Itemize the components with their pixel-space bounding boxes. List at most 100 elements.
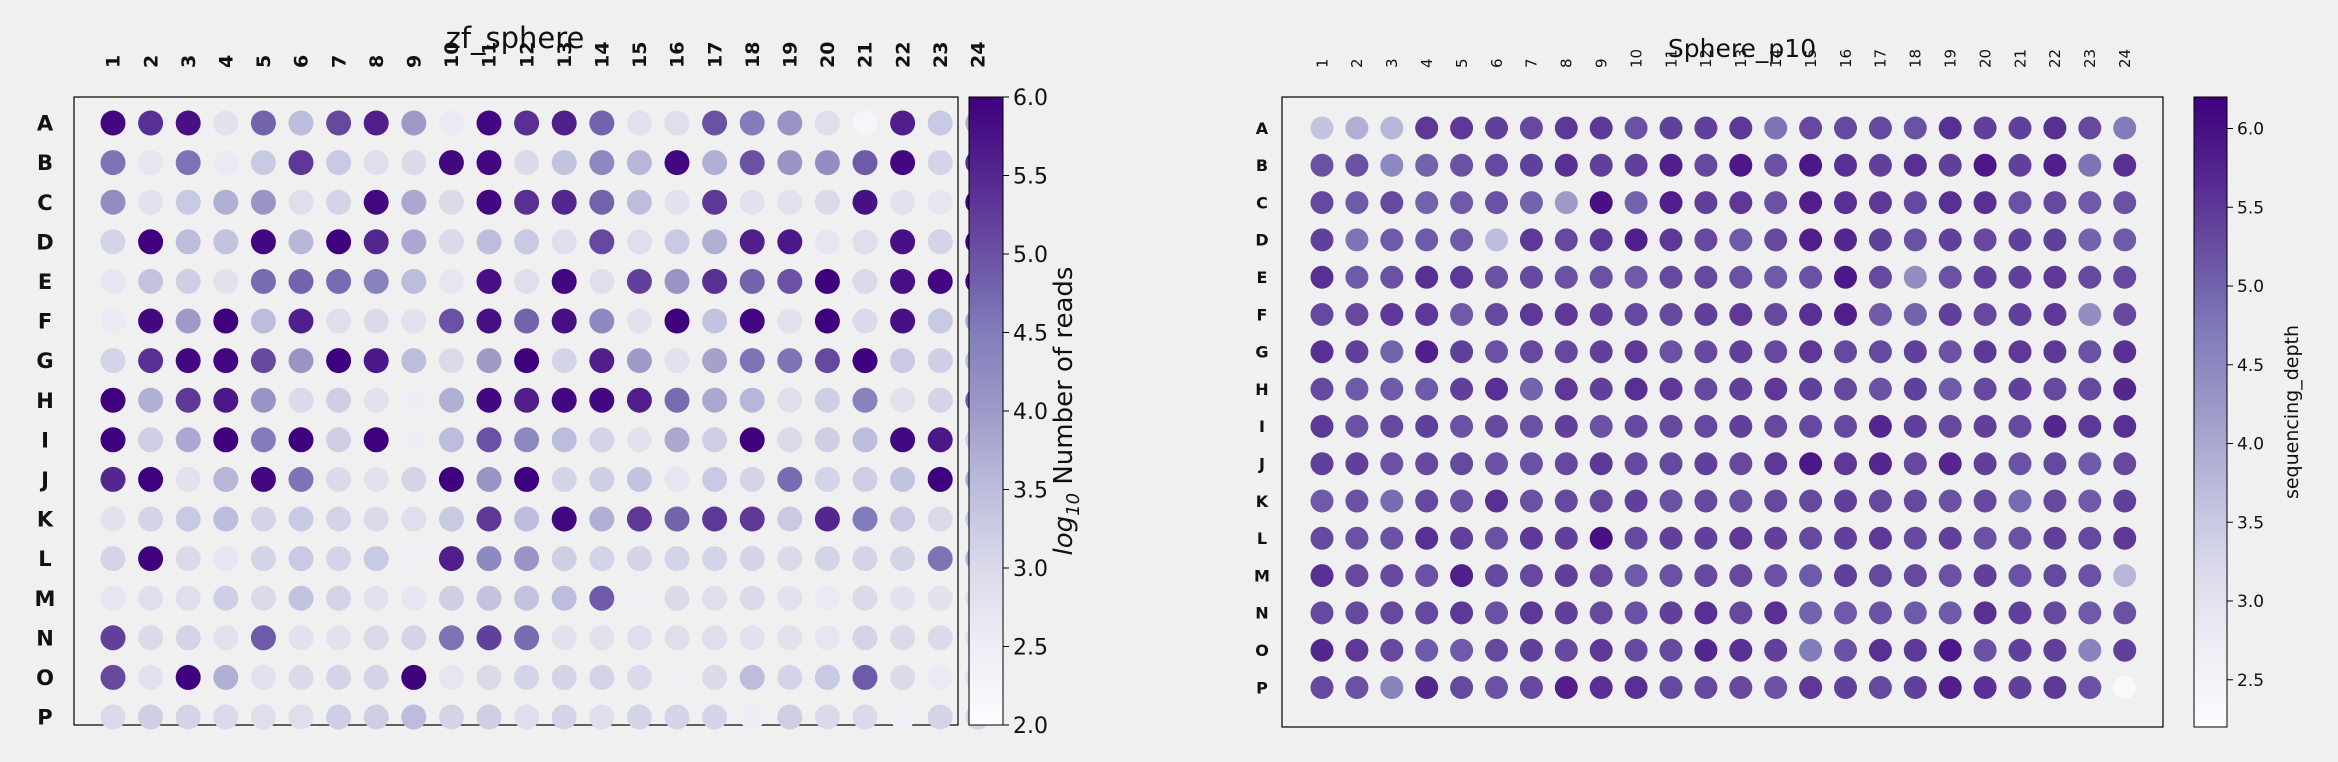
- column-label: 12: [1697, 49, 1715, 68]
- well-dot: [138, 704, 164, 730]
- well-dot: [1554, 676, 1578, 699]
- well-dot: [739, 466, 765, 492]
- well-dot: [1519, 265, 1543, 289]
- well-dot: [326, 150, 352, 176]
- well-dot: [777, 189, 803, 215]
- well-dot: [1868, 676, 1892, 699]
- well-dot: [626, 546, 652, 572]
- well-dot: [1973, 676, 1997, 699]
- well-dot: [2113, 452, 2137, 476]
- well-dot: [2008, 303, 2032, 326]
- well-dot: [514, 704, 540, 730]
- well-dot: [551, 427, 577, 453]
- well-dot: [1764, 452, 1788, 476]
- well-dot: [814, 189, 840, 215]
- well-dot: [288, 150, 314, 176]
- well-dot: [1659, 526, 1683, 550]
- well-dot: [1938, 153, 1962, 177]
- well-dot: [2008, 489, 2032, 513]
- well-dot: [175, 150, 201, 176]
- well-dot: [175, 466, 201, 492]
- well-dot: [551, 150, 577, 176]
- well-dot: [1519, 228, 1543, 252]
- well-dot: [1345, 265, 1369, 289]
- well-dot: [2078, 116, 2102, 140]
- well-dot: [1729, 676, 1753, 699]
- well-dot: [100, 546, 126, 572]
- well-dot: [1799, 638, 1823, 662]
- well-dot: [1868, 638, 1892, 662]
- column-label: 19: [1941, 49, 1959, 68]
- well-dot: [814, 506, 840, 532]
- well-dot: [1310, 116, 1334, 140]
- well-dot: [1310, 489, 1334, 513]
- well-dot: [288, 704, 314, 730]
- colorbar: 2.0 2.5 3.0 3.5 4.0 4.5 5.0 5.5 6.0 log10 Number…: [968, 86, 1084, 739]
- well-dot: [702, 189, 728, 215]
- well-dot: [438, 704, 464, 730]
- well-dot: [664, 387, 690, 413]
- well-dot: [1624, 265, 1648, 289]
- well-dot: [1799, 303, 1823, 326]
- well-dot: [2008, 564, 2032, 588]
- well-dot: [664, 348, 690, 374]
- well-dot: [401, 229, 427, 255]
- well-dot: [589, 308, 615, 334]
- well-dot: [1868, 153, 1892, 177]
- column-label: 15: [629, 42, 651, 68]
- well-dot: [890, 348, 916, 374]
- well-dot: [1310, 414, 1334, 438]
- row-label: P: [37, 706, 52, 730]
- colorbar-tick-label: 3.5: [1013, 478, 1048, 503]
- well-dot: [1554, 638, 1578, 662]
- well-dot: [1973, 564, 1997, 588]
- well-dot: [927, 268, 953, 294]
- well-dot: [1345, 414, 1369, 438]
- well-dot: [1834, 265, 1857, 289]
- well-dot: [1973, 452, 1997, 476]
- well-dot: [664, 110, 690, 136]
- well-dot: [363, 625, 389, 651]
- well-dot: [890, 466, 916, 492]
- well-dot: [1659, 228, 1683, 252]
- well-dot: [100, 229, 126, 255]
- well-dot: [1380, 265, 1404, 289]
- well-dot: [2113, 191, 2137, 215]
- colorbar-tick-label: 3.0: [2237, 592, 2264, 612]
- well-dot: [1589, 265, 1613, 289]
- well-dot: [1485, 377, 1508, 401]
- well-dot: [1659, 116, 1683, 140]
- well-dot: [2008, 116, 2032, 140]
- well-dot: [326, 427, 352, 453]
- well-dot: [1450, 303, 1474, 326]
- well-dot: [1694, 191, 1718, 215]
- well-dot: [626, 348, 652, 374]
- well-dot: [852, 585, 878, 611]
- colorbar-tick-label: 4.5: [1013, 321, 1048, 346]
- well-dot: [1415, 452, 1439, 476]
- well-dot: [702, 704, 728, 730]
- well-dot: [250, 150, 276, 176]
- well-dot: [1938, 564, 1962, 588]
- well-dot: [890, 189, 916, 215]
- row-label: E: [38, 270, 52, 294]
- well-dot: [1868, 489, 1892, 513]
- well-dot: [100, 268, 126, 294]
- well-dot: [739, 427, 765, 453]
- well-dot: [1450, 414, 1474, 438]
- well-dot: [1834, 303, 1857, 326]
- well-dot: [138, 546, 164, 572]
- well-dot: [138, 664, 164, 690]
- column-label: 17: [704, 42, 726, 68]
- row-label: J: [1258, 454, 1265, 473]
- row-label: C: [37, 191, 52, 215]
- well-dot: [250, 546, 276, 572]
- well-dot: [1868, 265, 1892, 289]
- well-dot: [1519, 676, 1543, 699]
- row-label: I: [1259, 417, 1265, 436]
- well-dot: [2113, 340, 2137, 364]
- well-dot: [1868, 340, 1892, 364]
- well-dot: [1415, 377, 1439, 401]
- well-dot: [589, 704, 615, 730]
- well-dot: [1380, 191, 1404, 215]
